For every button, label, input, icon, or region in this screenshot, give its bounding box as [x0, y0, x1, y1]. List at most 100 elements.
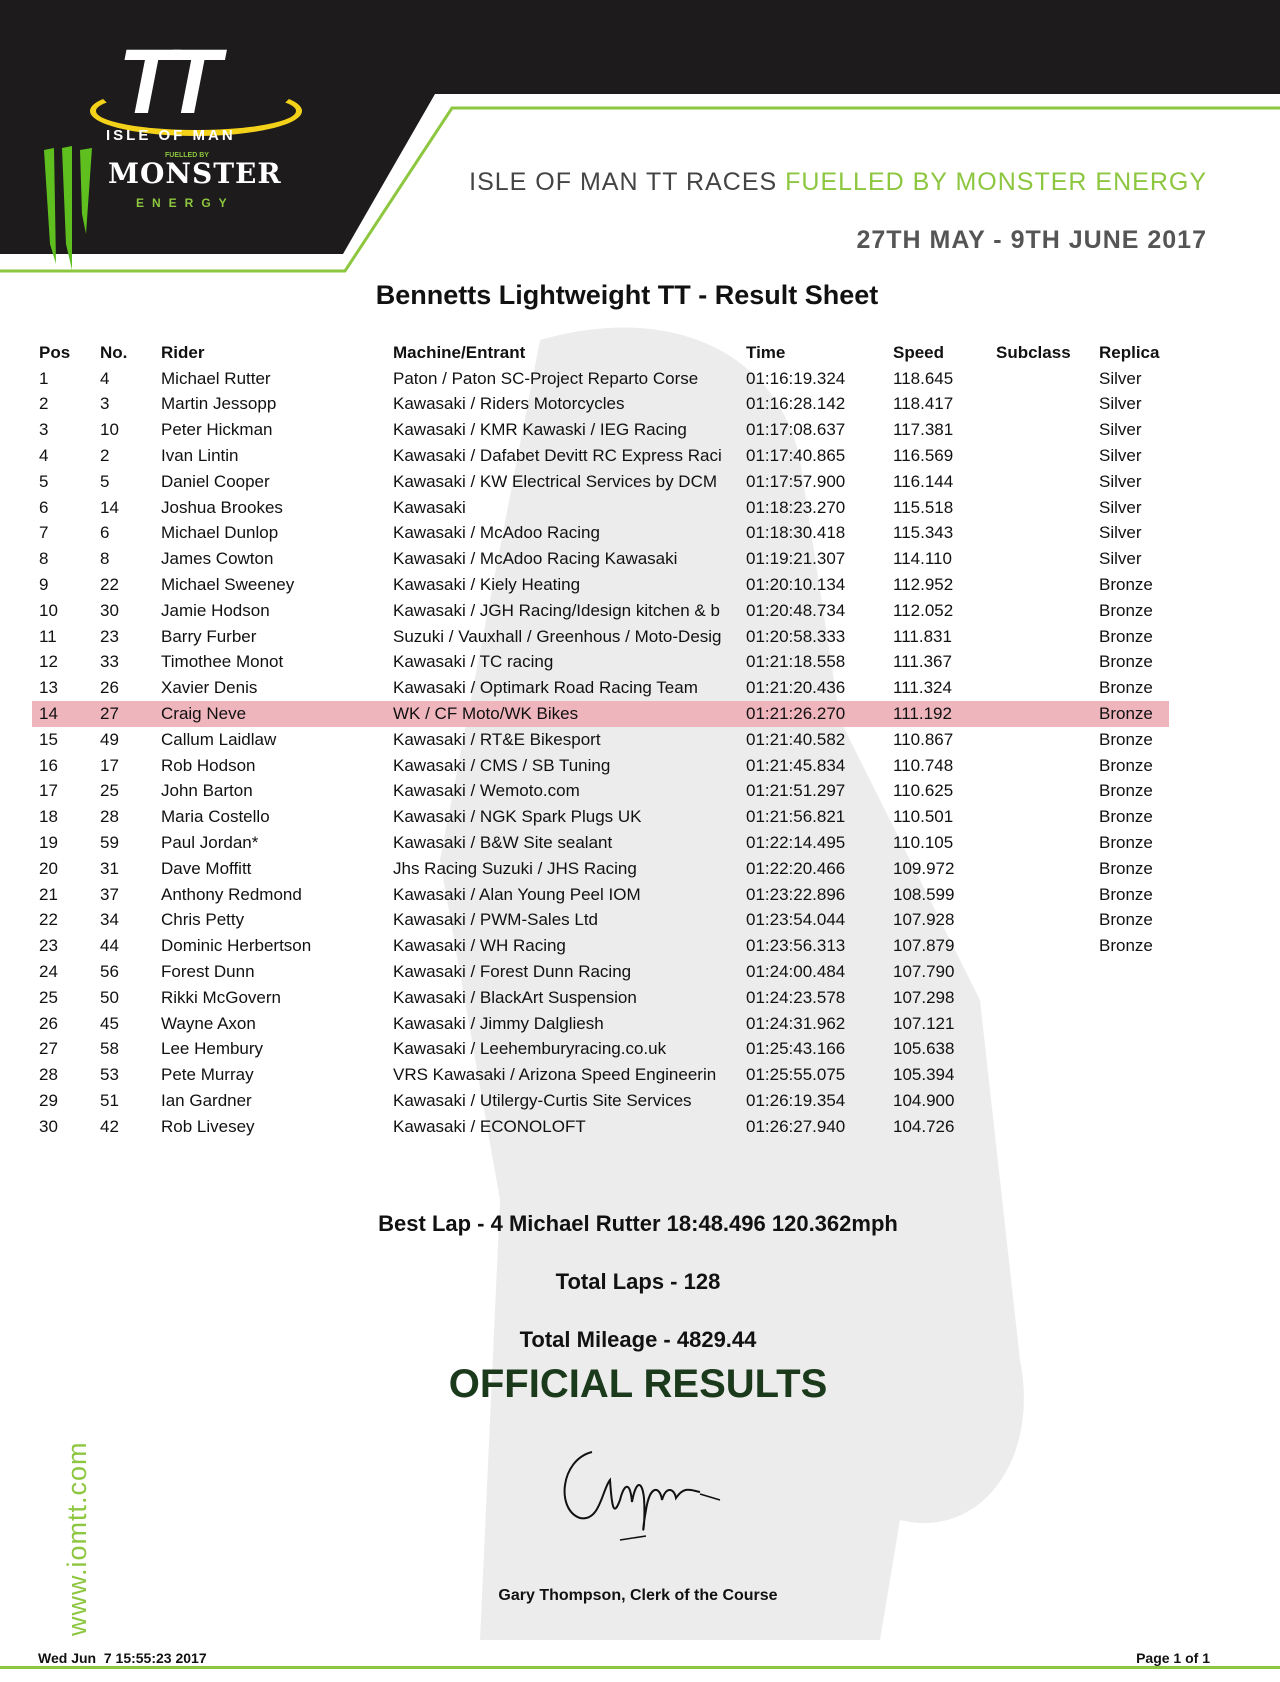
cell-speed: 107.790 — [893, 962, 955, 982]
logo-isle-of-man: ISLE OF MAN — [106, 127, 236, 144]
cell-rider: Forest Dunn — [161, 962, 255, 982]
cell-time: 01:20:10.134 — [746, 575, 846, 595]
cell-pos: 6 — [39, 497, 49, 517]
table-row: 11 23 Barry Furber Suzuki / Vauxhall / Gree… — [32, 624, 1169, 650]
cell-pos: 26 — [39, 1013, 58, 1033]
cell-time: 01:25:43.166 — [746, 1039, 846, 1059]
logo-ring — [90, 86, 302, 136]
cell-speed: 114.110 — [893, 549, 952, 569]
cell-machine: VRS Kawasaki / Arizona Speed Engineerin — [393, 1065, 717, 1085]
cell-time: 01:16:28.142 — [746, 394, 846, 414]
cell-number: 33 — [100, 652, 119, 672]
cell-pos: 5 — [39, 471, 49, 491]
cell-subclass — [989, 1011, 1092, 1037]
cell-pos: 3 — [39, 420, 49, 440]
cell-speed: 110.105 — [893, 833, 954, 853]
table-row: 13 26 Xavier Denis Kawasaki / Optimark Road… — [32, 675, 1169, 701]
column-header: Pos — [39, 342, 71, 362]
cell-time: 01:26:27.940 — [746, 1116, 846, 1136]
cell-rider: Dave Moffitt — [161, 858, 252, 878]
cell-number: 22 — [100, 575, 119, 595]
cell-subclass — [989, 882, 1092, 908]
cell-rider: Dominic Herbertson — [161, 936, 312, 956]
column-header: No. — [100, 342, 128, 362]
table-row: 28 53 Pete Murray VRS Kawasaki / Arizona Sp… — [32, 1062, 1169, 1088]
table-row: 17 25 John Barton Kawasaki / Wemoto.com 01:2… — [32, 779, 1169, 805]
cell-pos: 13 — [39, 678, 58, 698]
cell-subclass — [989, 443, 1092, 469]
cell-pos: 11 — [39, 626, 57, 646]
cell-subclass — [989, 392, 1092, 418]
cell-pos: 24 — [39, 962, 58, 982]
cell-machine: Kawasaki / JGH Racing/Idesign kitchen & … — [393, 600, 720, 620]
cell-rider: Paul Jordan* — [161, 833, 259, 853]
cell-rider: Lee Hembury — [161, 1039, 264, 1059]
column-header: Time — [746, 342, 786, 362]
cell-replica: Silver — [1099, 368, 1142, 388]
cell-machine: Suzuki / Vauxhall / Greenhous / Moto-Des… — [393, 626, 722, 646]
table-row: 8 8 James Cowton Kawasaki / McAdoo Racing K… — [32, 546, 1169, 572]
cell-subclass — [989, 959, 1092, 985]
cell-time: 01:24:31.962 — [746, 1013, 846, 1033]
cell-subclass — [989, 675, 1092, 701]
cell-rider: Wayne Axon — [161, 1013, 256, 1033]
cell-replica: Bronze — [1099, 575, 1153, 595]
cell-machine: Kawasaki / NGK Spark Plugs UK — [393, 807, 642, 827]
cell-speed: 105.638 — [893, 1039, 955, 1059]
cell-replica: Silver — [1099, 471, 1142, 491]
table-row: 27 58 Lee Hembury Kawasaki / Leehemburyraci… — [32, 1037, 1169, 1063]
cell-replica: Silver — [1099, 394, 1142, 414]
cell-rider: John Barton — [161, 781, 253, 801]
cell-machine: Kawasaki / TC racing — [393, 652, 554, 672]
cell-rider: Jamie Hodson — [161, 600, 270, 620]
cell-time: 01:22:20.466 — [746, 858, 846, 878]
total-laps: Total Laps - 128 — [555, 1269, 721, 1294]
cell-speed: 104.900 — [893, 1091, 955, 1110]
cell-replica: Bronze — [1099, 781, 1153, 801]
cell-replica: Silver — [1099, 523, 1142, 543]
cell-replica: Bronze — [1099, 858, 1153, 878]
cell-pos: 30 — [39, 1116, 58, 1136]
cell-pos: 29 — [39, 1091, 58, 1110]
cell-replica: Silver — [1099, 420, 1142, 440]
cell-speed: 115.518 — [893, 497, 954, 517]
cell-time: 01:24:23.578 — [746, 987, 846, 1007]
cell-machine: Kawasaki / Dafabet Devitt RC Express Rac… — [393, 446, 722, 466]
cell-machine: Jhs Racing Suzuki / JHS Racing — [393, 858, 637, 878]
cell-pos: 1 — [39, 368, 49, 388]
best-lap: Best Lap - 4 Michael Rutter 18:48.496 12… — [378, 1211, 898, 1236]
cell-speed: 107.121 — [893, 1013, 955, 1033]
table-row: 25 50 Rikki McGovern Kawasaki / BlackArt Su… — [32, 985, 1169, 1011]
cell-replica: Bronze — [1099, 755, 1153, 775]
cell-rider: Martin Jessopp — [161, 394, 277, 414]
cell-subclass — [989, 779, 1092, 805]
cell-machine: Kawasaki / Alan Young Peel IOM — [393, 884, 641, 904]
cell-replica: Silver — [1099, 497, 1142, 517]
cell-pos: 16 — [39, 755, 58, 775]
cell-rider: Craig Neve — [154, 701, 386, 727]
cell-speed: 111.367 — [893, 652, 952, 672]
cell-subclass — [989, 933, 1092, 959]
logo-fuelled-by: FUELLED BY — [165, 152, 209, 159]
website-link[interactable]: www.iomtt.com — [62, 1441, 92, 1636]
cell-subclass — [989, 572, 1092, 598]
cell-speed: 104.726 — [893, 1116, 955, 1136]
table-row: 26 45 Wayne Axon Kawasaki / Jimmy Dalgliesh… — [32, 1011, 1169, 1037]
cell-machine: Kawasaki / KW Electrical Services by DCM — [393, 471, 718, 491]
cell-time: 01:21:51.297 — [746, 781, 846, 801]
tagline-accent: FUELLED BY MONSTER ENERGY — [785, 168, 1207, 196]
cell-machine: Kawasaki / B&W Site sealant — [393, 833, 613, 853]
cell-rider: Michael Dunlop — [161, 523, 279, 543]
cell-time: 01:17:08.637 — [746, 420, 846, 440]
cell-speed: 110.625 — [893, 781, 954, 801]
cell-time: 01:26:19.354 — [746, 1091, 846, 1110]
cell-machine: Kawasaki / BlackArt Suspension — [393, 987, 637, 1007]
rider-watermark — [440, 327, 1024, 1640]
cell-rider: Maria Costello — [161, 807, 270, 827]
cell-subclass — [989, 469, 1092, 495]
cell-number: 37 — [100, 884, 119, 904]
cell-replica — [1092, 1011, 1169, 1037]
cell-speed: 117.381 — [893, 420, 954, 440]
cell-rider: Callum Laidlaw — [161, 729, 277, 749]
cell-pos: 7 — [39, 523, 49, 543]
